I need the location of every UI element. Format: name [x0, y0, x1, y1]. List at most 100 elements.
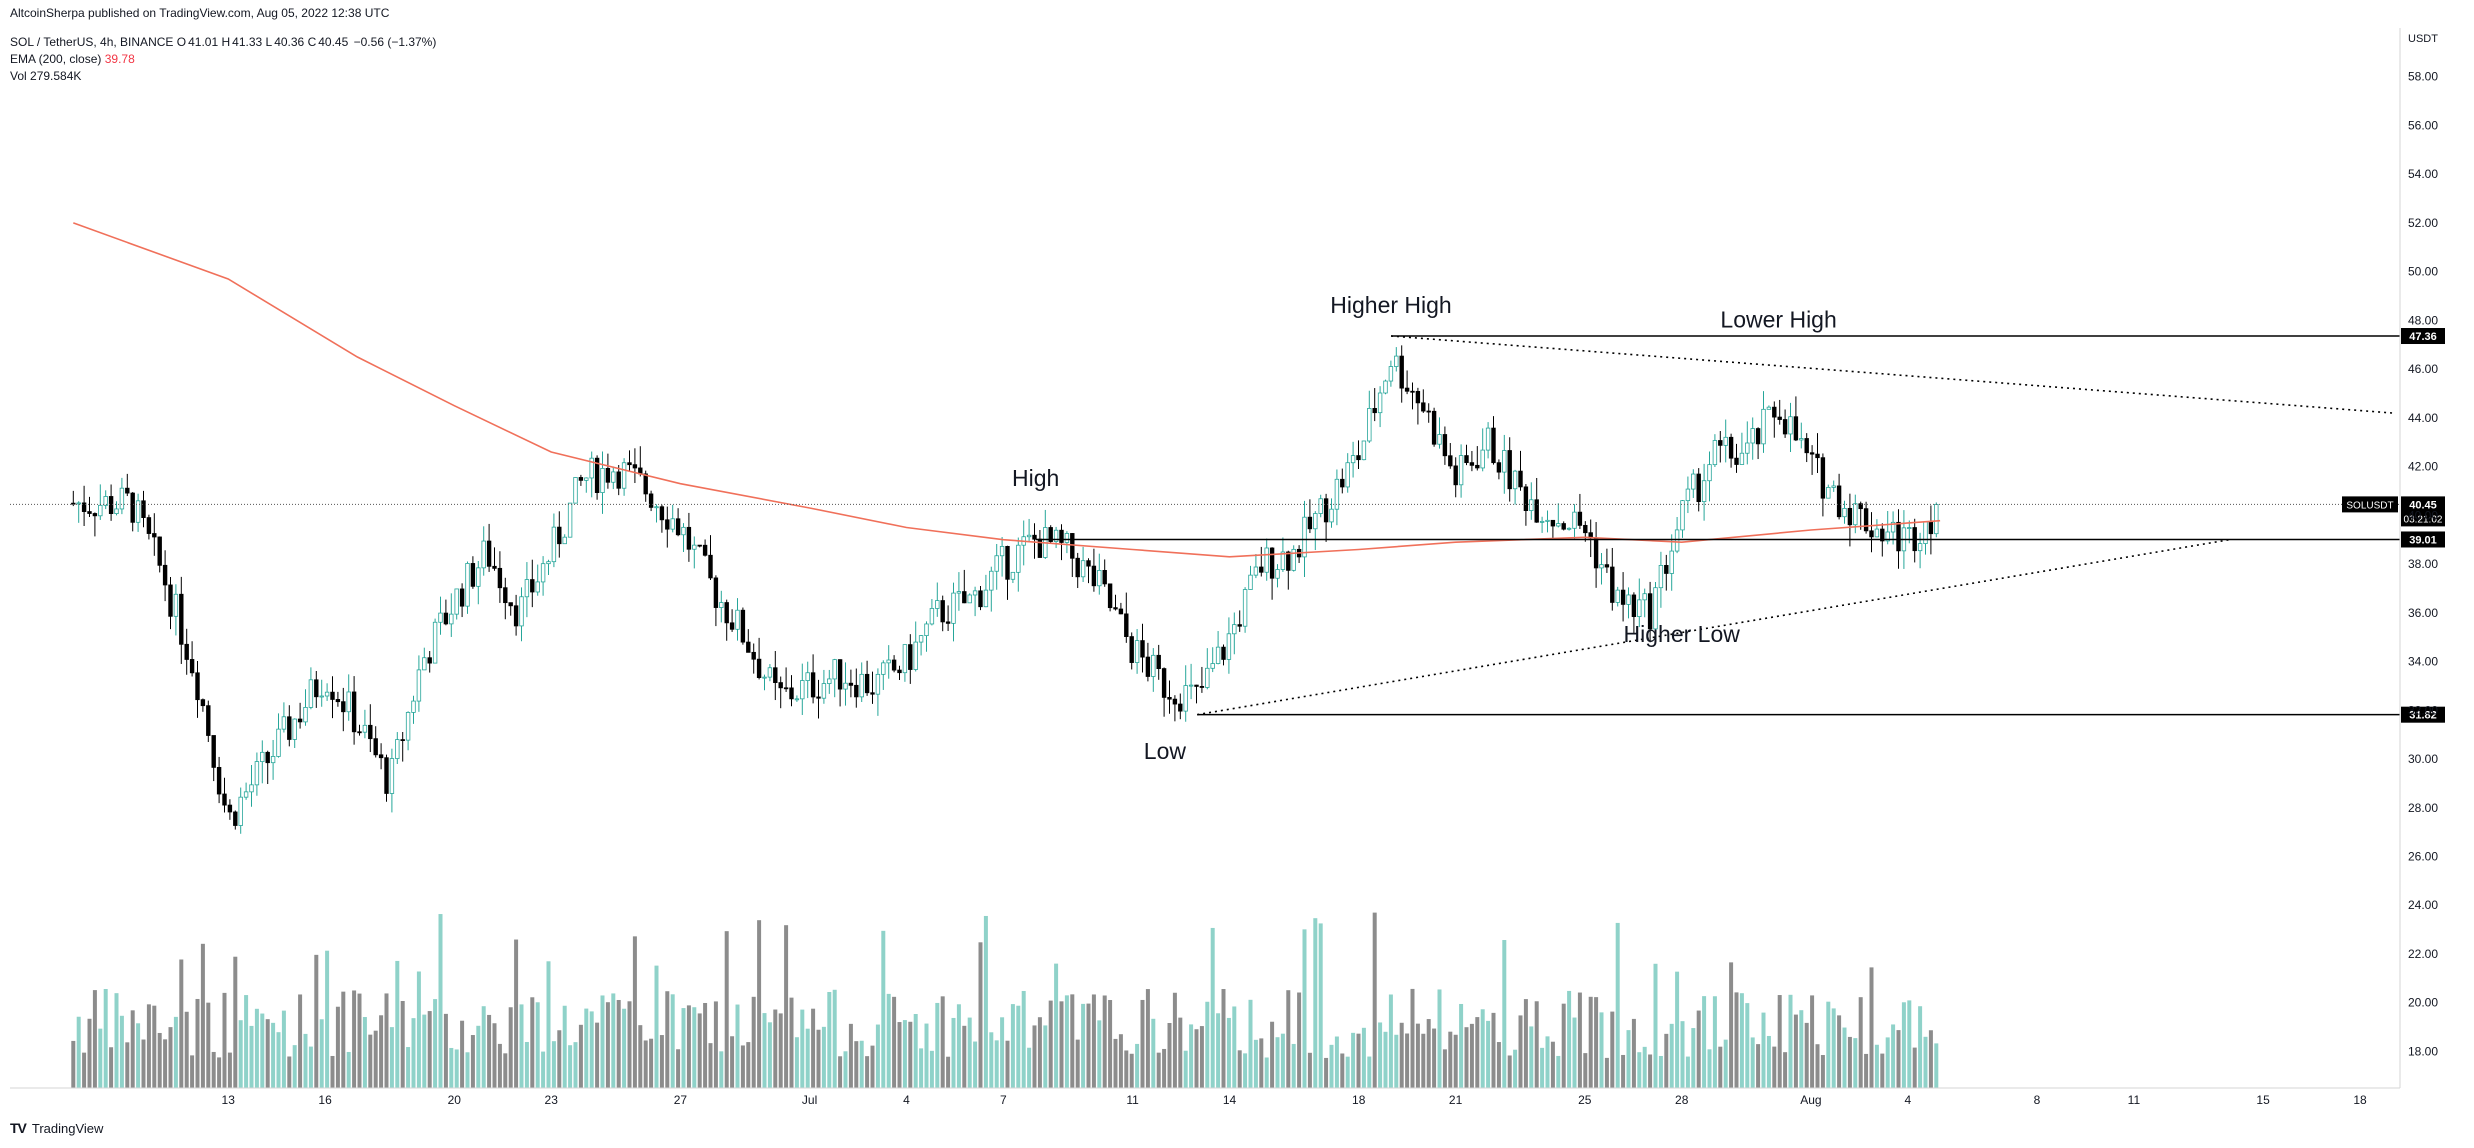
- candle-body: [616, 471, 621, 489]
- volume-bar: [908, 1021, 913, 1088]
- volume-bar: [778, 1013, 783, 1088]
- volume-bar: [875, 1024, 880, 1088]
- candle-body: [108, 496, 114, 514]
- volume-bar: [1334, 1036, 1339, 1088]
- candle-body: [837, 659, 843, 690]
- candle-body: [265, 751, 270, 764]
- volume-bar: [589, 1011, 594, 1088]
- candle-body: [621, 462, 627, 489]
- candle-body: [1140, 640, 1145, 658]
- volume-bar: [1523, 999, 1528, 1088]
- candle-body: [1415, 390, 1421, 404]
- close-value: 40.45: [318, 35, 349, 49]
- candle-body: [708, 554, 713, 579]
- volume-bar: [335, 1006, 340, 1088]
- level-price-label: 39.01: [2409, 534, 2437, 546]
- footer-brand[interactable]: TV TradingView: [10, 1120, 103, 1136]
- candle-body: [1761, 408, 1766, 445]
- volume-bar: [703, 1002, 708, 1088]
- candle-body: [1799, 438, 1804, 441]
- candle-body: [1080, 560, 1086, 578]
- ema-legend[interactable]: EMA (200, close) 39.78: [10, 52, 135, 66]
- candle-body: [1215, 646, 1221, 664]
- volume-bar: [848, 1023, 853, 1088]
- volume-bar: [1367, 1056, 1372, 1088]
- volume-bar: [1648, 1054, 1653, 1088]
- volume-bar: [1178, 1017, 1183, 1088]
- candle-body: [557, 526, 562, 545]
- x-tick-label: 4: [903, 1093, 910, 1107]
- x-tick-label: 11: [1126, 1093, 1139, 1107]
- candle-body: [1842, 507, 1847, 518]
- volume-bar: [546, 961, 551, 1088]
- volume-bar: [497, 1043, 502, 1088]
- volume-bar: [1550, 1041, 1555, 1088]
- candle-body: [767, 667, 773, 678]
- volume-bar: [1729, 962, 1734, 1088]
- volume-bar: [249, 1025, 254, 1088]
- candle-body: [1286, 551, 1291, 571]
- candle-body: [1480, 449, 1485, 469]
- volume-bar: [859, 1040, 864, 1088]
- volume-bar: [951, 1017, 956, 1088]
- candle-body: [1323, 498, 1329, 523]
- candle-body: [249, 784, 254, 793]
- candle-body: [1313, 513, 1318, 530]
- volume-bar: [206, 1002, 211, 1088]
- x-tick-label: 8: [2034, 1093, 2041, 1107]
- volume-bar: [211, 1051, 216, 1088]
- candle-body: [1275, 569, 1280, 579]
- candle-body: [141, 500, 146, 518]
- volume-bar: [362, 1017, 367, 1088]
- candle-body: [1248, 574, 1253, 590]
- candle-body: [1853, 503, 1858, 526]
- volume-bar: [1172, 992, 1177, 1088]
- volume-bar: [1923, 1036, 1928, 1088]
- volume-bar: [1108, 1000, 1113, 1088]
- volume-bar: [692, 1007, 697, 1088]
- volume-bar: [1518, 1015, 1523, 1088]
- volume-bar: [946, 1056, 951, 1088]
- volume-legend[interactable]: Vol 279.584K: [10, 69, 81, 83]
- volume-bar: [1615, 922, 1620, 1088]
- volume-bar: [98, 1028, 103, 1088]
- volume-bar: [449, 1047, 454, 1088]
- candle-body: [1464, 455, 1469, 464]
- candle-body: [551, 526, 557, 563]
- volume-bar: [1329, 1044, 1334, 1088]
- volume-bar: [1448, 1031, 1453, 1088]
- candle-body: [967, 594, 972, 604]
- volume-bar: [1637, 1052, 1642, 1088]
- y-tick-label: 32.00: [2408, 703, 2438, 717]
- volume-bar: [1912, 1047, 1917, 1088]
- candle-body: [1836, 485, 1842, 518]
- volume-bar: [1934, 1043, 1939, 1088]
- volume-bar: [1297, 992, 1302, 1088]
- candle-body: [335, 699, 341, 703]
- volume-bar: [1016, 1005, 1021, 1088]
- publisher-line: AltcoinSherpa published on TradingView.c…: [10, 6, 389, 20]
- candle-body: [929, 608, 935, 625]
- volume-bar: [433, 999, 438, 1088]
- volume-bar: [308, 1046, 313, 1088]
- volume-bar: [1091, 994, 1096, 1088]
- candle-body: [940, 600, 945, 623]
- volume-bar: [1540, 1047, 1545, 1088]
- candle-body: [1226, 633, 1232, 660]
- x-tick-label: 7: [1000, 1093, 1007, 1107]
- volume-bar: [595, 1022, 600, 1088]
- time-axis[interactable]: 1316202327Jul47111418212528Aug4811151822: [222, 1093, 2474, 1107]
- candle-body: [891, 659, 897, 671]
- volume-bar: [649, 1038, 654, 1088]
- volume-bar: [919, 1048, 924, 1088]
- volume-bar: [1475, 1017, 1480, 1088]
- volume-bar: [1081, 1003, 1086, 1088]
- candle-body: [1340, 478, 1345, 488]
- candle-body: [1307, 516, 1313, 530]
- volume-bar: [1507, 1055, 1512, 1088]
- annotation-label: Higher Low: [1624, 621, 1741, 647]
- price-axis[interactable]: USDT 18.00 20.00 22.00 24.00 26.00 28.00 30.00 3…: [10, 28, 2438, 1089]
- candle-body: [346, 691, 351, 713]
- volume-bar: [1847, 1036, 1852, 1088]
